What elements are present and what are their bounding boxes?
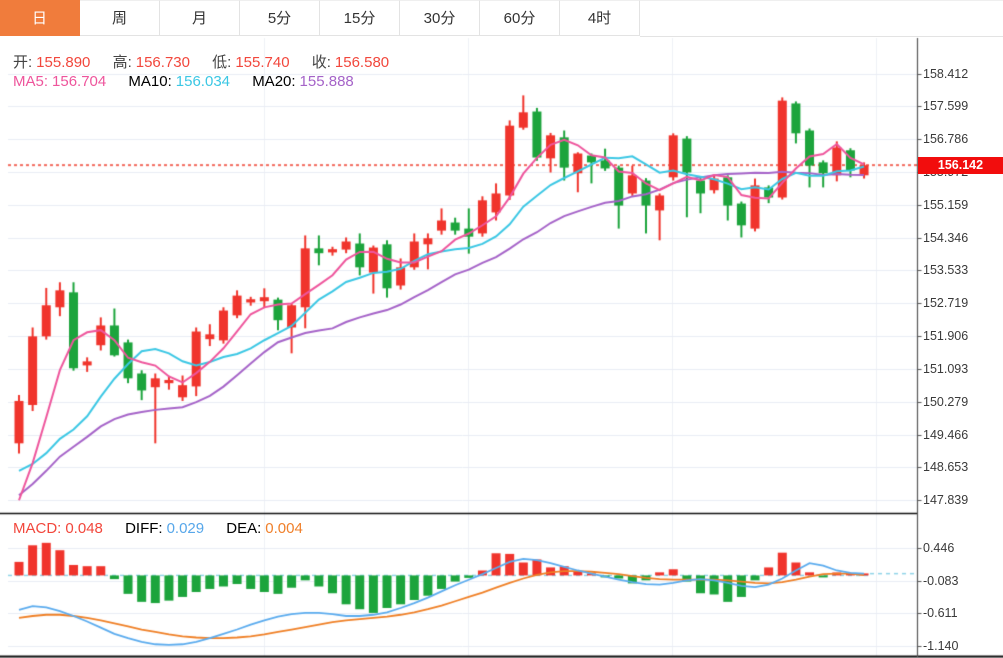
price-tick-label: 151.093 [923, 361, 969, 376]
ma20-value: 155.888 [299, 73, 354, 90]
close-label: 收: [311, 54, 331, 71]
price-tick-label: 151.906 [923, 329, 969, 344]
macd-tick-label: -0.611 [923, 606, 958, 620]
macd-tick-label: 0.446 [923, 541, 955, 555]
price-tick-label: 148.653 [923, 460, 969, 475]
macd-tick-label: -0.083 [923, 573, 959, 588]
ma10-label: MA10: [128, 73, 172, 90]
price-tick-label: 157.599 [923, 99, 969, 114]
ma5-label: MA5: [13, 73, 49, 90]
ma10-value: 156.034 [175, 73, 231, 90]
ma-legend: MA5: 156.704 MA10: 156.034 MA20: 155.888 [13, 73, 358, 90]
price-tick-label: 149.466 [923, 427, 969, 442]
price-tick-label: 155.159 [923, 197, 969, 212]
high-label: 高: [112, 54, 132, 71]
open-value: 155.890 [36, 54, 91, 71]
price-tick-label: 152.719 [923, 296, 969, 311]
macd-legend: MACD: 0.048 DIFF: 0.029 DEA: 0.004 [13, 520, 307, 537]
dea-value: 0.004 [265, 520, 303, 537]
price-tick-label: 147.839 [923, 493, 969, 508]
macd-label: MACD: [13, 520, 62, 537]
price-tick-label: 158.412 [923, 66, 969, 81]
ma5-value: 156.704 [52, 73, 107, 90]
macd-tick-label: -1.140 [923, 638, 959, 653]
price-tick-label: 154.346 [923, 230, 969, 245]
current-price-badge: 156.142 [918, 156, 1003, 174]
ma20-label: MA20: [252, 73, 296, 90]
ohlc-legend: 开: 155.890 高: 156.730 低: 155.740 收: 156.580 [13, 51, 393, 72]
low-value: 155.740 [235, 54, 290, 71]
open-label: 开: [13, 54, 33, 71]
high-value: 156.730 [135, 54, 190, 71]
macd-value: 0.048 [65, 520, 103, 537]
price-tick-label: 150.279 [923, 394, 969, 409]
price-tick-label: 153.533 [923, 263, 969, 278]
low-label: 低: [212, 54, 232, 71]
diff-label: DIFF: [125, 520, 163, 537]
dea-label: DEA: [226, 520, 262, 537]
close-value: 156.580 [334, 54, 390, 71]
diff-value: 0.029 [166, 520, 205, 537]
price-tick-label: 156.786 [923, 132, 969, 147]
